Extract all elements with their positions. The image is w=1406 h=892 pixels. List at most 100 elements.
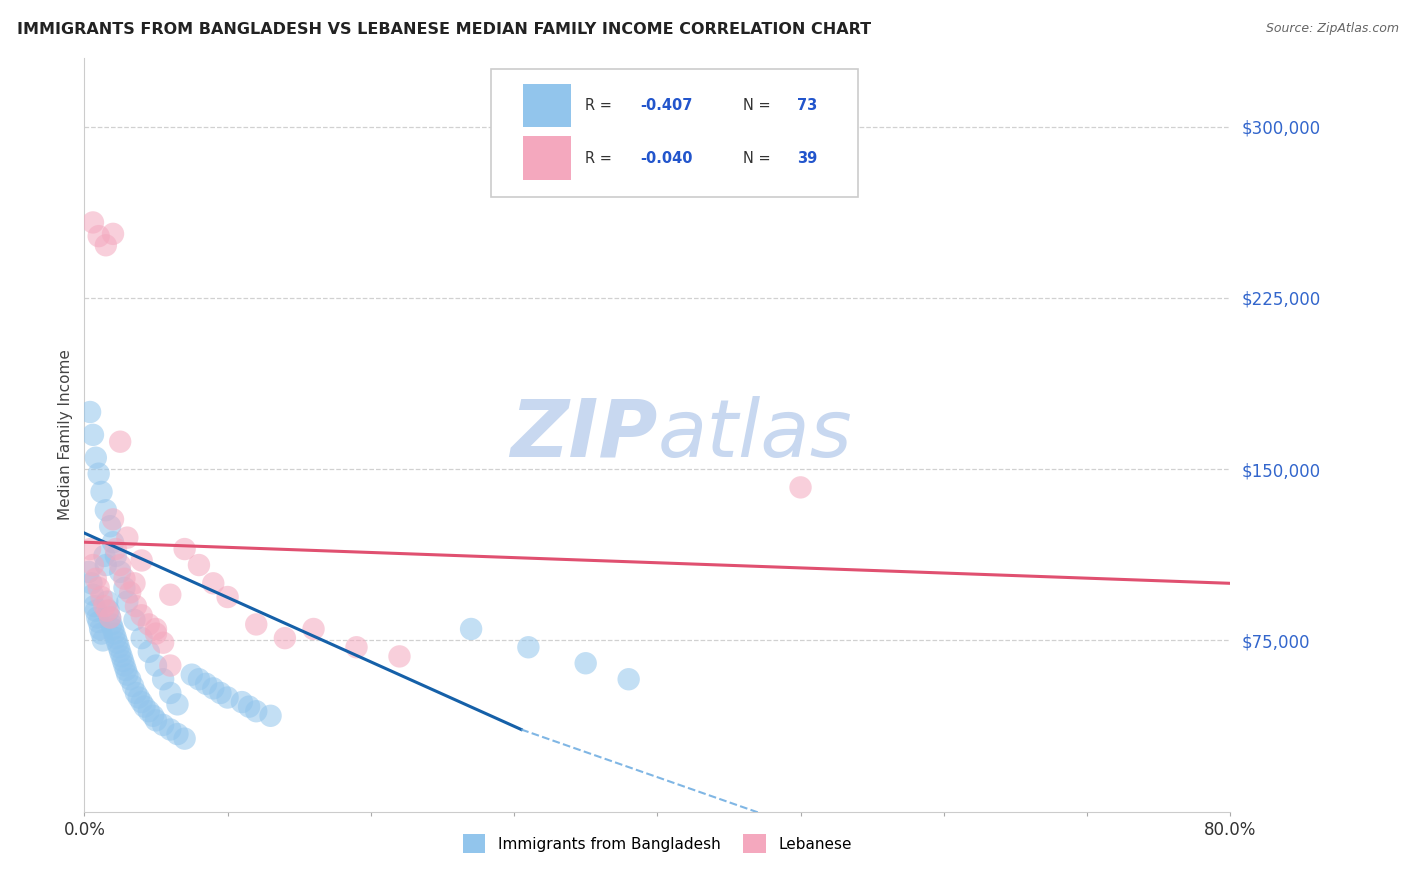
Point (93, 549, 115, 563)
Point (209, 686, 232, 700)
Point (93, 599, 115, 614)
Point (100, 617, 122, 632)
Point (87, 581, 110, 595)
Point (202, 576, 225, 591)
Point (131, 631, 153, 645)
Point (91, 633, 114, 648)
Point (101, 227, 124, 241)
Point (82, 558, 104, 572)
Point (90, 626, 112, 640)
Point (101, 622, 124, 636)
Point (128, 690, 150, 705)
Point (134, 699, 156, 714)
Point (142, 708, 165, 723)
Point (124, 613, 146, 627)
Point (302, 622, 325, 636)
Point (107, 640, 129, 655)
Point (105, 636, 128, 650)
Point (195, 677, 218, 691)
Point (114, 572, 136, 586)
Point (94, 503, 117, 517)
Point (346, 640, 368, 655)
FancyBboxPatch shape (491, 70, 858, 197)
Point (159, 658, 181, 673)
Point (789, 480, 811, 494)
Point (114, 658, 136, 673)
Point (180, 667, 202, 681)
Point (117, 531, 139, 545)
Point (96, 604, 118, 618)
Point (138, 645, 160, 659)
Point (79, 405, 101, 419)
Point (152, 636, 174, 650)
Point (110, 649, 132, 664)
Point (122, 679, 145, 693)
Point (131, 608, 153, 623)
Point (115, 663, 138, 677)
Text: Source: ZipAtlas.com: Source: ZipAtlas.com (1265, 22, 1399, 36)
Y-axis label: Median Family Income: Median Family Income (58, 350, 73, 520)
Point (94, 238, 117, 252)
Point (125, 686, 148, 700)
Point (83, 599, 105, 614)
Point (138, 617, 160, 632)
Text: R =: R = (585, 98, 617, 113)
Point (98, 610, 121, 624)
Point (114, 581, 136, 595)
Point (94, 558, 117, 572)
Point (82, 427, 104, 442)
Point (101, 535, 124, 549)
Point (238, 699, 260, 714)
Point (77, 565, 100, 579)
Bar (523, 84, 571, 128)
Point (217, 690, 239, 705)
Point (231, 695, 253, 709)
Point (98, 519, 121, 533)
Point (145, 658, 167, 673)
Point (388, 649, 411, 664)
Point (108, 558, 131, 572)
Point (84, 450, 107, 465)
Point (145, 622, 167, 636)
Text: atlas: atlas (658, 396, 852, 474)
Point (159, 686, 181, 700)
Legend: Immigrants from Bangladesh, Lebanese: Immigrants from Bangladesh, Lebanese (456, 827, 859, 861)
Point (517, 640, 540, 655)
Point (97, 604, 120, 618)
Point (245, 617, 267, 632)
Point (131, 695, 153, 709)
Point (245, 704, 267, 718)
Point (112, 654, 135, 668)
Point (79, 542, 101, 557)
Point (108, 565, 131, 579)
Point (274, 631, 297, 645)
Point (87, 467, 110, 481)
Point (188, 558, 211, 572)
Point (84, 604, 107, 618)
Point (104, 542, 127, 557)
Text: -0.407: -0.407 (640, 98, 693, 113)
Point (159, 588, 181, 602)
Point (90, 590, 112, 604)
Point (460, 622, 482, 636)
Point (120, 585, 142, 599)
Text: 39: 39 (797, 151, 817, 166)
Point (145, 714, 167, 728)
Point (173, 542, 195, 557)
Point (98, 610, 121, 624)
Point (575, 657, 598, 671)
Point (104, 631, 127, 645)
Text: N =: N = (744, 151, 776, 166)
Point (145, 626, 167, 640)
Text: 73: 73 (797, 98, 817, 113)
Point (152, 718, 174, 732)
Point (104, 549, 127, 563)
Point (173, 731, 195, 746)
Point (120, 672, 142, 686)
Text: -0.040: -0.040 (640, 151, 693, 166)
Point (80, 576, 103, 591)
Point (108, 645, 131, 659)
Point (125, 599, 148, 614)
Point (202, 681, 225, 696)
Point (217, 590, 239, 604)
